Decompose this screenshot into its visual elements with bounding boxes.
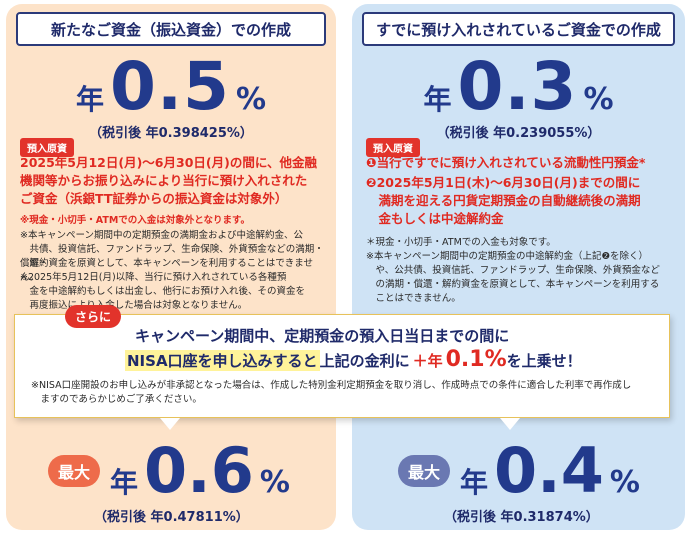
right-panel-header: すでに預け入れされているご資金での作成 (362, 12, 675, 46)
right-rate-prefix: 年 (423, 83, 452, 116)
left-note-4: 解約資金を原資として、本キャンペーンを利用することはできません。 (20, 258, 313, 283)
callout-line-2-rest: 上記の金利に (319, 352, 410, 370)
right-max-after-tax: （税引後 年0.31874%） (444, 510, 599, 525)
callout-pointer-left (160, 418, 180, 430)
left-max-unit: % (259, 465, 290, 500)
left-note-1: ※現金・小切手・ATMでの入金は対象外となります。 (20, 215, 251, 226)
right-after-tax: （税引後 年0.239055%） (436, 126, 601, 141)
bonus-prefix: ＋年 (412, 352, 443, 370)
callout-note-line-1: ※NISA口座開設のお申し込みが非承認となった場合は、作成した特別金利定期預金を… (31, 380, 632, 391)
right-note-4: の満期・償還・解約資金を原資として、本キャンペーンを利用する (366, 279, 660, 290)
left-panel: 新たなご資金（振込資金）での作成 年 0.5 % （税引後 年0.398425%… (6, 4, 336, 530)
callout-line-2: NISA口座を申し込みすると 上記の金利に ＋年 0.1% を上乗せ！ (125, 347, 582, 372)
left-max-after-tax: （税引後 年0.47811%） (94, 510, 249, 525)
left-note-5: ※2025年5月12日(月)以降、当行に預け入れされている各種預 (20, 272, 287, 283)
left-rate: 年 0.5 % (6, 54, 336, 120)
left-note-7: 再度振込により入金した場合は対象となりません。 (20, 300, 248, 311)
callout-pointer-right (500, 418, 520, 430)
left-rate-unit: % (235, 82, 266, 117)
right-note-1: ＊現金・小切手・ATMでの入金も対象です。 (366, 237, 556, 248)
left-rate-value: 0.5 (110, 48, 230, 125)
right-item-2-line-3: 金もしくは中途解約金 (366, 211, 504, 226)
callout-note-line-2: ますのであらかじめご了承ください。 (31, 394, 202, 405)
right-max-pill: 最大 (398, 455, 451, 487)
nisa-bonus-callout: さらに キャンペーン期間中、定期預金の預入日当日までの間に NISA口座を申し込… (14, 305, 670, 418)
right-rate-unit: % (583, 82, 614, 117)
right-max-prefix: 年 (460, 466, 489, 499)
left-source-badge: 預入原資 (20, 138, 74, 157)
right-rate-value: 0.3 (457, 48, 578, 125)
right-panel: すでに預け入れされているご資金での作成 年 0.3 % （税引後 年0.2390… (352, 4, 685, 530)
right-rate: 年 0.3 % (352, 54, 685, 120)
left-note-6: 金を中途解約もしくは出金し、他行にお預け入れ後、その資金を (20, 286, 306, 297)
left-note-2: ※本キャンペーン期間中の定期預金の満期金および中途解約金、公 (20, 230, 303, 241)
nisa-highlight: NISA口座を申し込みすると (125, 350, 320, 371)
right-item-2-line-1: ❷2025年5月1日(木)～6月30日(月)までの間に (366, 175, 641, 190)
callout-note: ※NISA口座開設のお申し込みが非承認となった場合は、作成した特別金利定期預金を… (31, 379, 655, 407)
left-max-prefix: 年 (110, 466, 139, 499)
left-after-tax: （税引後 年0.398425%） (89, 126, 253, 141)
left-condition-line-3: ご資金（浜銀TT証券からの振込資金は対象外） (20, 191, 288, 206)
right-item-1: ❶当行ですでに預け入れされている流動性円預金* (366, 155, 646, 170)
right-max-rate: 最大 年 0.4 % (398, 440, 640, 502)
left-panel-header: 新たなご資金（振込資金）での作成 (16, 12, 326, 46)
right-max-value: 0.4 (494, 434, 604, 507)
left-rate-prefix: 年 (76, 83, 105, 116)
right-note-5: ことはできません。 (366, 293, 461, 304)
left-max-value: 0.6 (144, 434, 254, 507)
left-max-pill: 最大 (48, 455, 101, 487)
right-max-unit: % (609, 465, 640, 500)
callout-line-2-end: を上乗せ！ (506, 352, 582, 370)
right-note-2: ※本キャンペーン期間中の定期預金の中途解約金（上記❷を除く） (366, 251, 649, 262)
right-source-badge: 預入原資 (366, 138, 420, 157)
right-note-3: や、公共債、投資信託、ファンドラップ、生命保険、外貨預金など (366, 265, 660, 276)
left-max-rate: 最大 年 0.6 % (48, 440, 290, 502)
right-item-2-line-2: 満期を迎える円貨定期預金の自動継続後の満期 (366, 193, 641, 208)
left-condition-line-2: 機関等からお振り込みにより当行に預け入れされた (20, 173, 308, 188)
left-condition-line-1: 2025年5月12日(月)～6月30日(月)の間に、他金融 (20, 155, 317, 170)
bonus-value: 0.1% (445, 347, 507, 372)
left-note-3: 共債、投資信託、ファンドラップ、生命保険、外貨預金などの満期・償還・ (20, 244, 324, 269)
callout-line-1: キャンペーン期間中、定期預金の預入日当日までの間に (135, 327, 510, 345)
additionally-tag: さらに (65, 305, 122, 328)
